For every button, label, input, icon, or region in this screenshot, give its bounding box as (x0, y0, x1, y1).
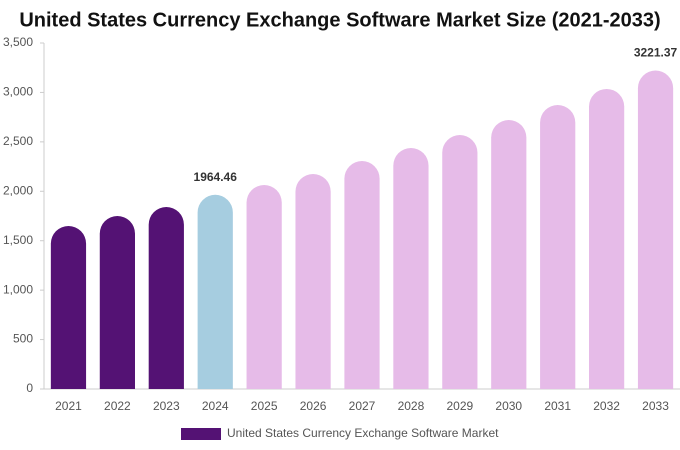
y-tick-label: 1,000 (3, 282, 33, 296)
y-tick-label: 1,500 (3, 233, 33, 247)
bar (344, 161, 380, 389)
x-tick-label: 2031 (544, 399, 571, 413)
bar (148, 207, 184, 389)
value-label: 3221.37 (634, 46, 678, 60)
y-tick-label: 0 (26, 381, 33, 395)
y-tick-label: 2,500 (3, 134, 33, 148)
x-tick-label: 2026 (300, 399, 327, 413)
chart-title: United States Currency Exchange Software… (19, 9, 660, 31)
x-tick-label: 2033 (642, 399, 669, 413)
value-label: 1964.46 (194, 170, 238, 184)
x-tick-label: 2027 (349, 399, 376, 413)
bar (197, 194, 233, 389)
x-tick-label: 2032 (593, 399, 620, 413)
legend-swatch (181, 428, 221, 440)
bar (442, 135, 478, 389)
y-tick-label: 2,000 (3, 183, 33, 197)
y-tick-label: 3,500 (3, 35, 33, 49)
bar (99, 216, 135, 389)
bar (246, 184, 282, 389)
bar (50, 225, 87, 389)
y-tick-label: 500 (13, 332, 33, 346)
bar (491, 120, 527, 389)
x-tick-label: 2030 (495, 399, 522, 413)
x-tick-label: 2028 (398, 399, 425, 413)
bar (637, 70, 674, 390)
x-tick-label: 2023 (153, 399, 180, 413)
bar (393, 147, 429, 389)
legend-label: United States Currency Exchange Software… (227, 426, 499, 440)
x-tick-label: 2029 (446, 399, 473, 413)
x-tick-label: 2025 (251, 399, 278, 413)
bar (540, 104, 576, 389)
bar (295, 173, 331, 389)
x-tick-label: 2024 (202, 399, 229, 413)
x-tick-label: 2021 (55, 399, 82, 413)
y-tick-label: 3,000 (3, 85, 33, 99)
bar (589, 88, 625, 390)
x-tick-label: 2022 (104, 399, 131, 413)
